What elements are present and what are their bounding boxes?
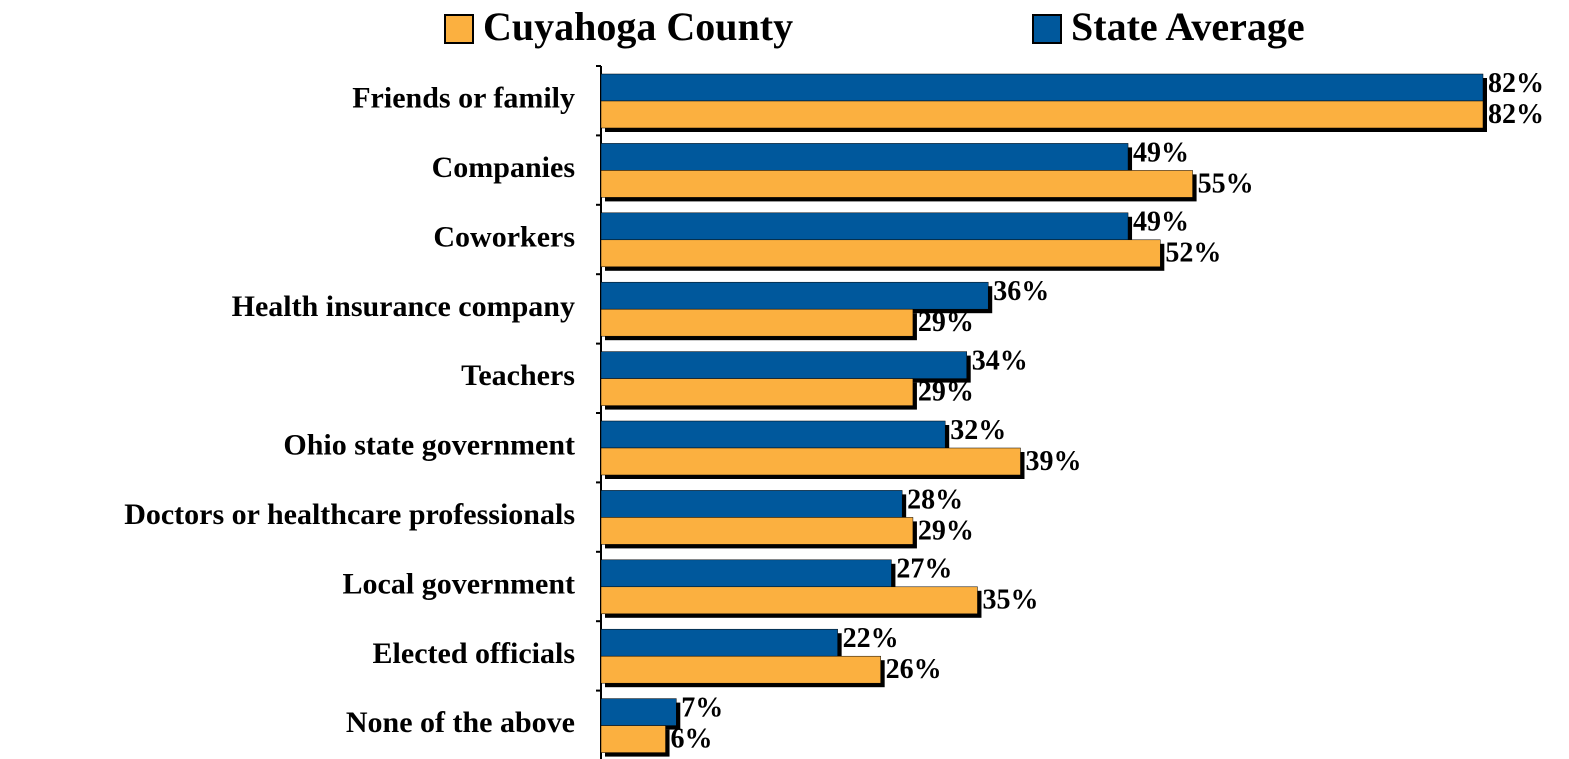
bar: [600, 628, 838, 657]
category-label: Companies: [432, 151, 575, 184]
value-label: 29%: [918, 307, 974, 338]
value-label: 82%: [1488, 68, 1544, 99]
value-label: 55%: [1198, 168, 1254, 199]
bar: [600, 655, 881, 684]
category-label: Local government: [343, 567, 575, 600]
value-label: 36%: [993, 276, 1049, 307]
bar: [600, 378, 914, 406]
legend-swatch: [1032, 14, 1062, 44]
bar: [600, 725, 666, 753]
bar: [600, 586, 978, 615]
bar: [600, 517, 914, 545]
bar: [600, 212, 1129, 241]
value-label: 32%: [950, 415, 1006, 446]
value-label: 7%: [681, 693, 723, 724]
bar: [600, 447, 1021, 476]
bar: [600, 490, 903, 518]
bar: [600, 559, 892, 588]
category-label: Coworkers: [433, 220, 575, 253]
value-label: 29%: [918, 377, 974, 408]
value-label: 29%: [918, 515, 974, 546]
category-label: Ohio state government: [283, 429, 575, 462]
value-label: 82%: [1488, 99, 1544, 130]
bar: [600, 351, 967, 379]
value-label: 27%: [896, 554, 952, 585]
category-label: Elected officials: [373, 637, 575, 670]
bar: [600, 420, 946, 449]
value-label: 49%: [1133, 207, 1189, 238]
value-label: 28%: [907, 484, 963, 515]
value-label: 34%: [972, 346, 1028, 377]
legend-swatch: [444, 14, 474, 44]
bar: [600, 281, 989, 310]
category-label: Health insurance company: [232, 290, 575, 323]
value-label: 49%: [1133, 137, 1189, 168]
legend-label: Cuyahoga County: [483, 4, 793, 49]
bar: [600, 143, 1129, 171]
bar: [600, 170, 1193, 198]
category-label: Doctors or healthcare professionals: [124, 498, 575, 531]
bar: [600, 100, 1484, 129]
bar: [600, 73, 1484, 102]
category-label: None of the above: [346, 706, 575, 739]
value-label: 22%: [843, 623, 899, 654]
value-label: 26%: [886, 654, 942, 685]
value-label: 6%: [671, 724, 713, 755]
value-label: 52%: [1165, 238, 1221, 269]
value-label: 39%: [1025, 446, 1081, 477]
bar: [600, 308, 914, 337]
category-label: Teachers: [461, 359, 575, 392]
value-label: 35%: [982, 585, 1038, 616]
bar: [600, 698, 677, 726]
bar: [600, 239, 1161, 268]
category-label: Friends or family: [352, 82, 575, 115]
legend-label: State Average: [1071, 4, 1305, 49]
